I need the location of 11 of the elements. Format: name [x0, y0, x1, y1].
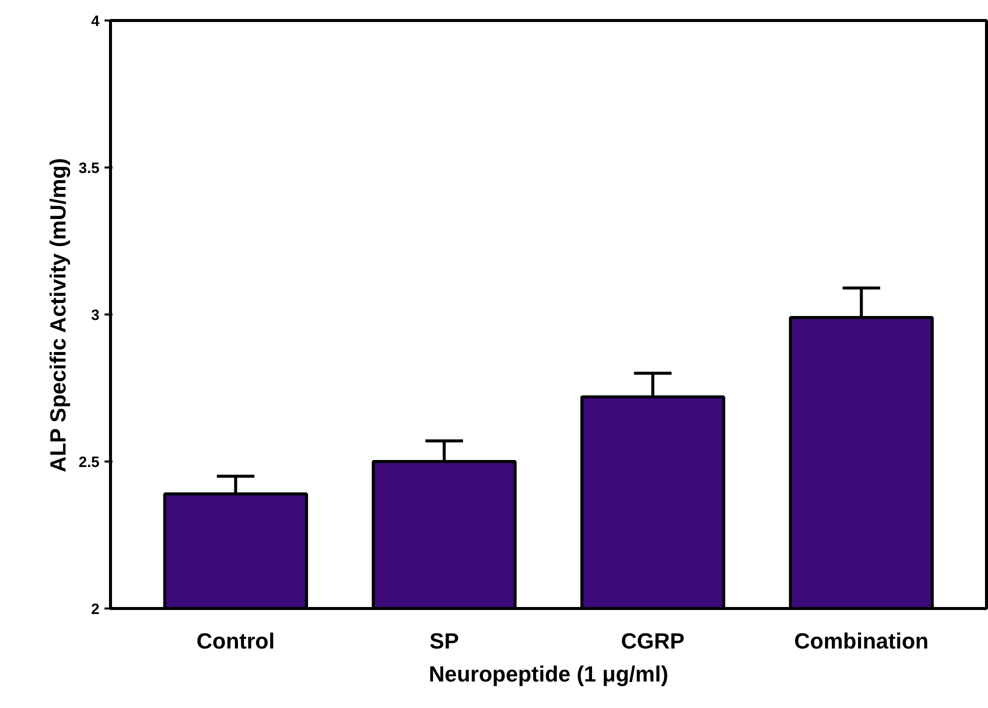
- x-axis-title: Neuropeptide (1 μg/ml): [428, 662, 668, 686]
- y-tick-label: 3.5: [78, 160, 100, 177]
- y-tick-label: 2.5: [78, 454, 100, 471]
- y-tick-label: 3: [91, 307, 100, 324]
- y-tick-label: 2: [91, 601, 100, 618]
- y-axis-title: ALP Specific Activity (mU/mg): [46, 158, 71, 472]
- y-tick-label: 4: [91, 13, 100, 30]
- x-tick-label: CGRP: [621, 628, 685, 654]
- x-tick-label: Combination: [794, 628, 929, 654]
- x-tick-label: Control: [196, 628, 275, 654]
- x-tick-label: SP: [430, 628, 459, 654]
